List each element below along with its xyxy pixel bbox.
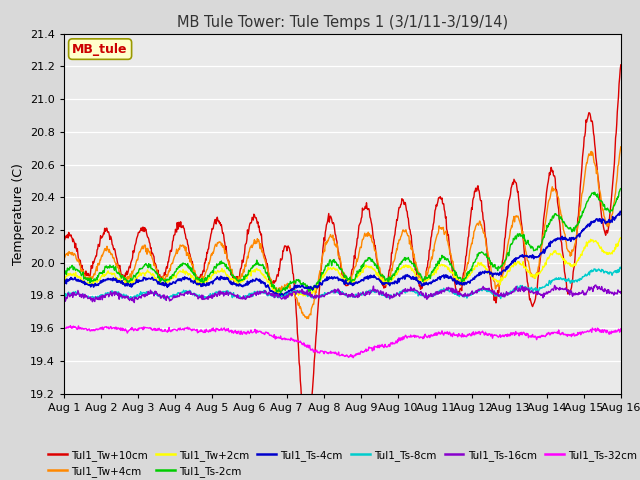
Tul1_Ts-16cm (164, 295, 172, 300)
Line: Tul1_Ts-32cm: Tul1_Ts-32cm (64, 325, 621, 358)
Tul1_Ts-4cm (617, 209, 625, 215)
Tul1_Ts-8cm (617, 265, 625, 271)
Tul1_Ts-4cm (598, 218, 606, 224)
Tul1_Ts-16cm (592, 282, 600, 288)
Tul1_Ts-16cm (388, 294, 396, 300)
Tul1_Tw+10cm (87, 268, 95, 274)
Tul1_Tw+2cm (163, 280, 171, 286)
Line: Tul1_Ts-8cm: Tul1_Ts-8cm (64, 267, 621, 299)
Tul1_Tw+2cm (276, 294, 284, 300)
Tul1_Ts-2cm (617, 186, 625, 192)
Tul1_Ts-4cm (589, 219, 597, 225)
Tul1_Tw+4cm (617, 144, 625, 150)
Tul1_Ts-8cm (589, 268, 597, 274)
Line: Tul1_Tw+2cm: Tul1_Tw+2cm (64, 238, 621, 297)
Tul1_Ts-2cm (60, 267, 68, 273)
Line: Tul1_Ts-16cm: Tul1_Ts-16cm (64, 285, 621, 302)
Tul1_Tw+4cm (163, 274, 171, 279)
Title: MB Tule Tower: Tule Temps 1 (3/1/11-3/19/14): MB Tule Tower: Tule Temps 1 (3/1/11-3/19… (177, 15, 508, 30)
Text: MB_tule: MB_tule (72, 43, 128, 56)
Tul1_Ts-16cm (60, 294, 68, 300)
Tul1_Ts-2cm (598, 199, 606, 205)
Tul1_Ts-2cm (163, 276, 171, 282)
Tul1_Tw+4cm (589, 156, 597, 161)
Legend: Tul1_Tw+10cm, Tul1_Tw+4cm, Tul1_Tw+2cm, Tul1_Ts-2cm, Tul1_Ts-4cm, Tul1_Ts-8cm, T: Tul1_Tw+10cm, Tul1_Tw+4cm, Tul1_Tw+2cm, … (44, 445, 640, 480)
Line: Tul1_Ts-2cm: Tul1_Ts-2cm (64, 189, 621, 293)
Tul1_Tw+10cm (60, 234, 68, 240)
Tul1_Tw+2cm (617, 235, 625, 240)
Tul1_Ts-4cm (163, 284, 171, 290)
Tul1_Ts-32cm (292, 337, 300, 343)
Tul1_Tw+4cm (60, 256, 68, 262)
Tul1_Ts-8cm (598, 268, 606, 274)
Tul1_Ts-2cm (292, 280, 300, 286)
Line: Tul1_Tw+4cm: Tul1_Tw+4cm (64, 147, 621, 319)
Tul1_Ts-16cm (131, 300, 138, 305)
Tul1_Tw+2cm (292, 290, 300, 296)
Tul1_Ts-32cm (590, 327, 598, 333)
Tul1_Tw+4cm (305, 316, 312, 322)
Tul1_Ts-2cm (589, 190, 597, 195)
Tul1_Ts-8cm (60, 290, 68, 296)
Tul1_Tw+2cm (388, 277, 396, 283)
Tul1_Ts-16cm (617, 290, 625, 296)
Tul1_Ts-4cm (388, 281, 396, 287)
Tul1_Ts-4cm (275, 294, 282, 300)
Tul1_Ts-16cm (599, 288, 607, 294)
Tul1_Ts-32cm (164, 327, 172, 333)
Tul1_Ts-2cm (87, 275, 95, 281)
Tul1_Ts-8cm (95, 296, 102, 302)
Tul1_Ts-8cm (164, 295, 172, 300)
Tul1_Ts-32cm (349, 355, 357, 360)
Tul1_Ts-2cm (276, 290, 284, 296)
Tul1_Tw+4cm (388, 264, 396, 269)
Y-axis label: Temperature (C): Temperature (C) (12, 163, 24, 264)
Tul1_Ts-32cm (88, 328, 95, 334)
Tul1_Ts-4cm (292, 282, 300, 288)
Tul1_Tw+4cm (87, 277, 95, 283)
Tul1_Ts-8cm (388, 295, 396, 300)
Tul1_Tw+2cm (87, 282, 95, 288)
Tul1_Ts-16cm (87, 297, 95, 303)
Tul1_Tw+10cm (163, 265, 171, 271)
Tul1_Tw+2cm (589, 239, 597, 245)
Tul1_Tw+10cm (617, 62, 625, 68)
Tul1_Ts-32cm (67, 323, 74, 328)
Tul1_Ts-8cm (87, 295, 95, 300)
Line: Tul1_Tw+10cm: Tul1_Tw+10cm (64, 65, 621, 444)
Tul1_Ts-8cm (616, 264, 624, 270)
Tul1_Tw+2cm (598, 249, 606, 254)
Tul1_Ts-16cm (292, 291, 300, 297)
Tul1_Ts-32cm (60, 324, 68, 330)
Tul1_Tw+4cm (598, 207, 606, 213)
Tul1_Tw+10cm (303, 441, 311, 446)
Tul1_Tw+10cm (598, 216, 606, 222)
Tul1_Ts-4cm (87, 284, 95, 290)
Tul1_Ts-8cm (292, 289, 300, 295)
Tul1_Ts-2cm (388, 273, 396, 279)
Line: Tul1_Ts-4cm: Tul1_Ts-4cm (64, 211, 621, 297)
Tul1_Ts-16cm (589, 284, 597, 289)
Tul1_Tw+4cm (291, 292, 299, 298)
Tul1_Ts-4cm (616, 208, 624, 214)
Tul1_Ts-4cm (60, 279, 68, 285)
Tul1_Ts-32cm (617, 326, 625, 332)
Tul1_Tw+10cm (589, 131, 597, 136)
Tul1_Tw+10cm (388, 245, 396, 251)
Tul1_Ts-32cm (599, 327, 607, 333)
Tul1_Tw+2cm (60, 274, 68, 279)
Tul1_Ts-32cm (389, 341, 397, 347)
Tul1_Tw+10cm (291, 290, 299, 296)
